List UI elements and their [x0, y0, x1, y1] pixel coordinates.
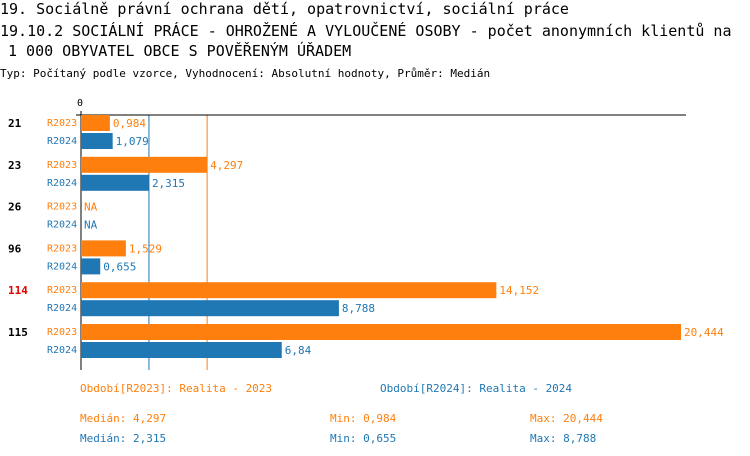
- bar: [81, 258, 101, 275]
- series-label: R2023: [47, 243, 77, 254]
- data-label: 0,655: [103, 260, 136, 273]
- stat-median-r2024: Medián: 2,315: [80, 432, 167, 445]
- data-label: 6,84: [285, 344, 312, 357]
- data-label: 0,984: [113, 117, 146, 130]
- series-label: R2023: [47, 285, 77, 296]
- bar: [81, 342, 282, 358]
- chart-subtitle: Typ: Počítaný podle vzorce, Vyhodnocení:…: [0, 67, 491, 80]
- data-label: 4,297: [210, 159, 243, 172]
- series-label: R2023: [47, 202, 77, 213]
- data-label: 1,529: [129, 242, 162, 255]
- bar: [81, 156, 208, 173]
- bar: [81, 240, 126, 257]
- data-label: 1,079: [116, 135, 149, 148]
- category-label: 26: [8, 201, 22, 214]
- bar: [81, 174, 149, 191]
- chart-title: 19.10.2 SOCIÁLNÍ PRÁCE - OHROŽENÉ A VYLO…: [0, 22, 732, 40]
- series-label: R2024: [47, 303, 77, 314]
- series-label: R2024: [47, 345, 77, 356]
- series-label: R2023: [47, 160, 77, 171]
- chart-title-continued: 1 000 OBYVATEL OBCE S POVĚŘENÝM ÚŘADEM: [8, 42, 352, 60]
- x-tick-label-zero: 0: [77, 98, 83, 109]
- stat-max-r2024: Max: 8,788: [530, 432, 597, 445]
- category-label: 21: [8, 117, 22, 130]
- bar: [81, 300, 339, 317]
- series-label: R2023: [47, 118, 77, 129]
- data-label: NA: [84, 219, 98, 232]
- bar: [81, 133, 113, 149]
- page-title: 19. Sociálně právní ochrana dětí, opatro…: [0, 0, 569, 18]
- data-label: NA: [84, 201, 98, 214]
- category-label: 23: [8, 159, 21, 172]
- bar: [81, 324, 681, 340]
- data-label: 14,152: [499, 284, 539, 297]
- stat-min-r2023: Min: 0,984: [330, 412, 397, 425]
- series-label: R2024: [47, 220, 77, 231]
- data-label: 20,444: [684, 326, 724, 339]
- series-label: R2024: [47, 261, 77, 272]
- series-label: R2024: [47, 136, 77, 147]
- stat-min-r2024: Min: 0,655: [330, 432, 397, 445]
- category-label: 114: [8, 284, 28, 297]
- bar: [81, 115, 110, 131]
- data-label: 8,788: [342, 302, 375, 315]
- category-label: 96: [8, 242, 22, 255]
- series-label: R2024: [47, 178, 77, 189]
- series-label: R2023: [47, 327, 77, 338]
- data-label: 2,315: [152, 177, 185, 190]
- stat-median-r2023: Medián: 4,297: [80, 412, 167, 425]
- stat-max-r2023: Max: 20,444: [530, 412, 603, 425]
- legend-r2024: Období[R2024]: Realita - 2024: [380, 382, 573, 395]
- category-label: 115: [8, 326, 28, 339]
- legend-r2023: Období[R2023]: Realita - 2023: [80, 382, 273, 395]
- bar: [81, 282, 497, 299]
